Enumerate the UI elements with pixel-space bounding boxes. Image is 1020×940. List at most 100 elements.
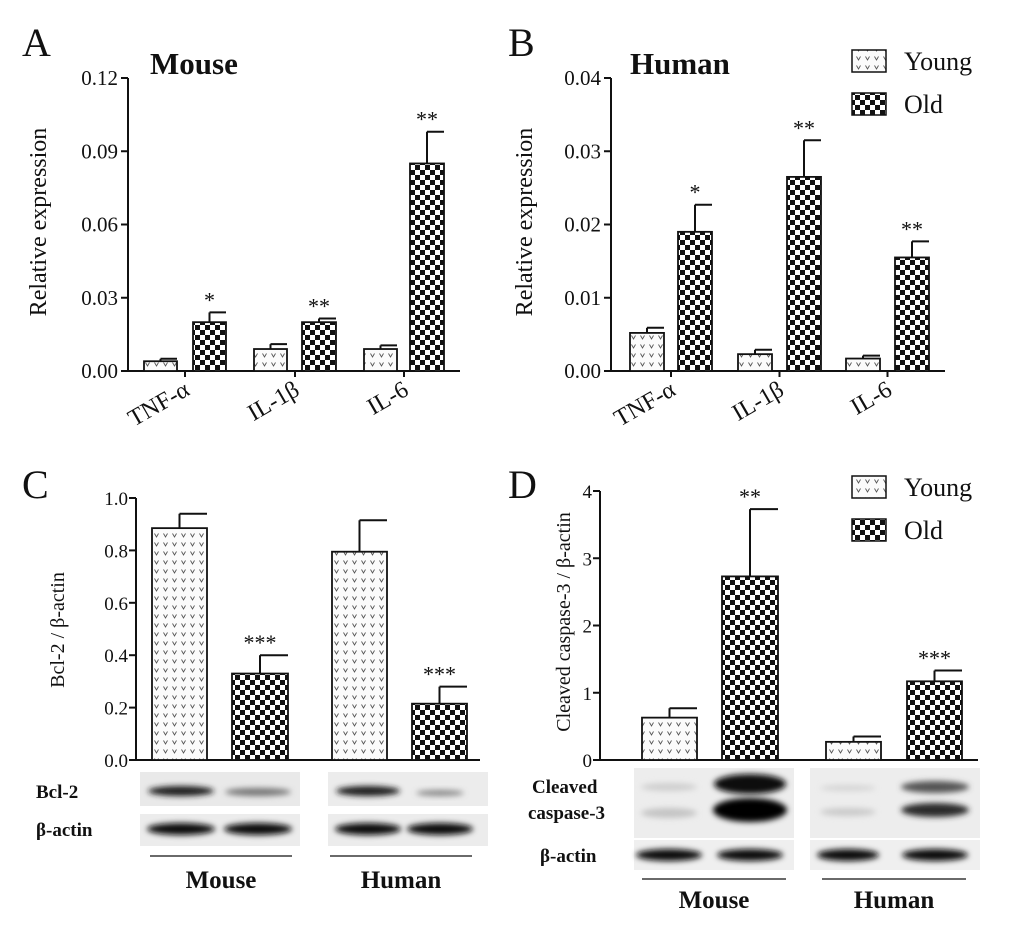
blot-band (820, 808, 876, 816)
bar-old (411, 702, 468, 761)
blot-label-bactin: β-actin (36, 820, 93, 841)
x-category-label: IL-6 (363, 377, 413, 421)
panel-c-chart: 0.0 0.2 0.4 0.6 0.8 1.0 *** *** (104, 489, 480, 772)
y-tick-label: 0.4 (104, 646, 128, 667)
bar-young (151, 527, 208, 761)
significance-marker: *** (423, 662, 456, 687)
significance-marker: ** (308, 294, 330, 319)
blot-band (817, 849, 879, 861)
y-tick-label: 0.03 (81, 286, 118, 310)
significance-marker: ** (901, 216, 923, 241)
panel-c-ylabel: Bcl-2 / β-actin (47, 572, 69, 688)
bar-old (409, 162, 445, 372)
panel-b-title: Human (630, 46, 730, 81)
panel-d-ylabel: Cleaved caspase-3 / β-actin (553, 512, 575, 732)
y-tick-label: 0.00 (564, 359, 601, 383)
legend-old-swatch (851, 92, 887, 116)
x-category-label: IL-1β (243, 377, 304, 427)
significance-marker: * (204, 287, 215, 312)
x-category-label: IL-1β (728, 377, 789, 427)
bar-old (301, 321, 337, 372)
y-tick-label: 4 (583, 482, 593, 503)
bar-young (845, 357, 881, 372)
group-label-human: Human (361, 867, 442, 894)
y-tick-label: 0.8 (104, 541, 128, 562)
blot-band (641, 808, 697, 818)
bar-young (641, 716, 698, 761)
y-tick-label: 0.04 (564, 66, 601, 90)
blot-band (713, 798, 787, 822)
significance-marker: ** (739, 484, 761, 509)
blot-band (224, 823, 292, 835)
y-tick-label: 0.09 (81, 139, 118, 163)
blot-band (416, 790, 464, 796)
bar-young (629, 332, 665, 372)
y-tick-label: 3 (583, 549, 593, 570)
y-tick-label: 0.0 (104, 751, 128, 772)
x-category-label: TNF-α (610, 376, 680, 432)
blot-band (820, 785, 876, 791)
blot-band (641, 783, 697, 791)
bar-young (253, 348, 288, 372)
panel-d-western-blot: Cleaved caspase-3 β-actin Mouse Human (528, 768, 980, 914)
y-tick-label: 0 (583, 751, 593, 772)
bar-young (331, 550, 388, 761)
blot-band (148, 786, 214, 796)
blot-band (902, 849, 968, 861)
group-label-human: Human (854, 887, 935, 914)
blot-band (336, 786, 400, 796)
blot-band (335, 823, 401, 835)
bar-old (894, 256, 930, 372)
panel-a-chart: 0.000.030.060.090.12* ****TNF-α IL-1β IL-6 (81, 66, 460, 432)
bar-old (231, 672, 289, 761)
blot-band (225, 788, 291, 796)
legend-young-label: Young (904, 47, 972, 76)
blot-label-caspase3: caspase-3 (528, 803, 605, 824)
legend-young-swatch (851, 49, 887, 73)
bar-young (825, 740, 882, 761)
y-tick-label: 0.6 (104, 594, 128, 615)
y-tick-label: 2 (583, 617, 593, 638)
blot-label-cleaved: Cleaved (532, 777, 598, 798)
bar-young (737, 353, 773, 372)
panel-a-ylabel: Relative expression (26, 128, 52, 317)
legend-young-label: Young (904, 473, 972, 502)
significance-marker: * (690, 180, 701, 205)
legend-old-swatch (851, 518, 887, 542)
y-tick-label: 0.02 (564, 213, 601, 237)
blot-strip (810, 768, 980, 838)
blot-band (717, 849, 783, 861)
bar-old (906, 680, 963, 761)
group-label-mouse: Mouse (186, 867, 257, 894)
panel-letter-c: C (22, 462, 49, 507)
bar-young (143, 360, 178, 372)
blot-band (901, 781, 969, 793)
panel-letter-d: D (508, 462, 537, 507)
y-tick-label: 0.01 (564, 286, 601, 310)
blot-label-bactin: β-actin (540, 846, 597, 867)
significance-marker: ** (793, 115, 815, 140)
significance-marker: ** (416, 107, 438, 132)
x-category-label: IL-6 (847, 377, 897, 421)
y-tick-label: 0.03 (564, 139, 601, 163)
y-tick-label: 0.06 (81, 213, 118, 237)
bar-old (192, 321, 227, 372)
y-tick-label: 1 (583, 684, 593, 705)
panel-letter-b: B (508, 20, 535, 65)
x-category-label: TNF-α (124, 376, 194, 432)
panel-c-western-blot: Bcl-2 β-actin Mouse Human (36, 772, 488, 894)
y-tick-label: 0.2 (104, 699, 128, 720)
significance-marker: *** (918, 646, 951, 671)
bar-young (363, 348, 398, 372)
y-tick-label: 0.12 (81, 66, 118, 90)
panel-b-legend: Young Old (851, 47, 972, 119)
panel-d-legend: Young Old (851, 473, 972, 545)
y-tick-label: 1.0 (104, 489, 128, 510)
blot-band (147, 823, 215, 835)
legend-young-swatch (851, 475, 887, 499)
panel-b-ylabel: Relative expression (512, 128, 538, 317)
blot-band (714, 774, 786, 794)
y-tick-label: 0.00 (81, 359, 118, 383)
bar-old (677, 230, 713, 372)
